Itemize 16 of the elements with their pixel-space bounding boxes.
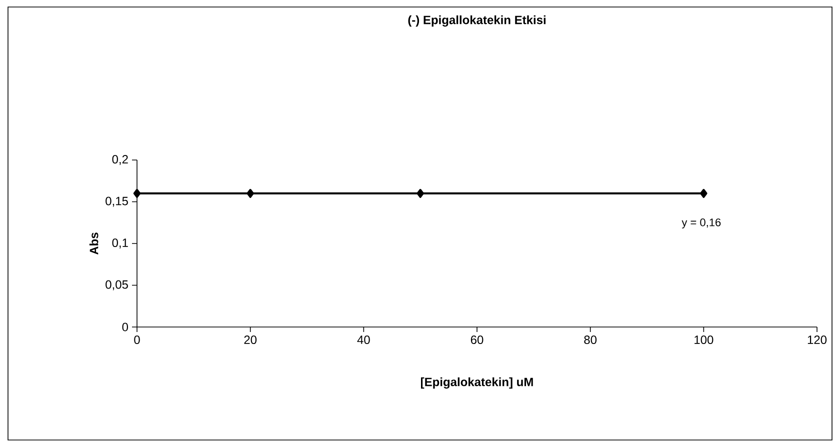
y-tick-label: 0,1	[112, 238, 128, 248]
x-tick-label: 20	[244, 336, 257, 344]
x-tick-label: 80	[584, 336, 597, 344]
annotation: y = 0,16	[682, 218, 721, 228]
x-tick-label: 60	[470, 336, 484, 344]
y-tick-label: 0,2	[112, 155, 128, 165]
y-tick-label: 0	[122, 322, 128, 332]
x-tick-label: 100	[694, 336, 714, 344]
x-tick-label: 40	[357, 336, 370, 344]
x-axis-title: [Epigalokatekin] uM	[421, 377, 533, 389]
y-tick-label: 0,05	[106, 280, 128, 290]
y-tick-label: 0,15	[106, 196, 128, 207]
chart-title: (-) Epigallokatekin Etkisi	[408, 15, 546, 27]
x-tick-label: 0	[134, 336, 140, 344]
x-tick-label: 120	[808, 336, 827, 344]
y-axis-title: Abs	[89, 232, 98, 255]
